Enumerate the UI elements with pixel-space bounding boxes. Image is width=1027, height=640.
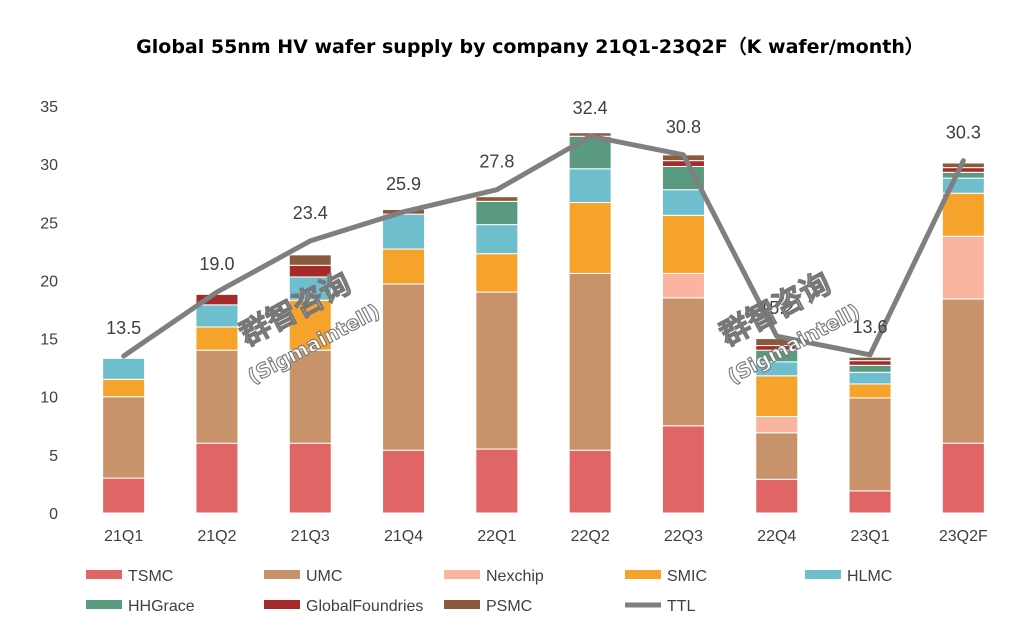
bar-segment-globalfoundries [661,160,705,167]
bar-segment-tsmc [288,442,332,514]
ttl-data-label: 19.0 [199,254,234,274]
legend-label: TTL [667,598,696,615]
bar-segment-umc [755,432,799,480]
legend-label: GlobalFoundries [306,598,423,615]
y-tick-label: 0 [49,506,58,523]
x-tick-label: 22Q1 [477,528,516,545]
bar-segment-umc [195,349,239,444]
bar-segment-hhgrace [941,171,985,179]
bar-segment-hhgrace [848,364,892,373]
y-tick-label: 10 [40,390,58,407]
bar-segment-psmc [475,196,519,202]
x-tick-label: 22Q3 [664,528,703,545]
bar-segment-smic [848,383,892,399]
bar-segment-smic [661,214,705,274]
bar-segment-hlmc [568,168,612,204]
bar-segment-umc [475,291,519,450]
bar-segment-smic [195,326,239,351]
bar-segment-hlmc [102,357,146,380]
bar-segment-globalfoundries [848,360,892,366]
bar-segment-tsmc [848,490,892,514]
bar-segment-tsmc [755,478,799,514]
chart-title: Global 55nm HV wafer supply by company 2… [136,36,924,58]
bar-segment-tsmc [941,442,985,514]
bar-segment-hlmc [195,304,239,328]
bar-segment-smic [755,375,799,417]
x-tick-label: 23Q2F [939,528,988,545]
bar-segment-smic [288,299,332,351]
legend-label: HHGrace [128,598,195,615]
bar-segment-tsmc [568,449,612,514]
bar-segment-umc [848,397,892,492]
bar-segment-tsmc [102,477,146,514]
legend-swatch-smic [625,570,661,579]
bar-segment-smic [475,253,519,293]
bar-segment-smic [568,202,612,274]
x-tick-label: 22Q2 [571,528,610,545]
legend-swatch-psmc [444,600,480,609]
ttl-data-label: 13.5 [106,318,141,338]
legend-swatch-hlmc [805,570,841,579]
bar-segment-hlmc [661,189,705,216]
y-tick-label: 35 [40,99,58,116]
ttl-data-label: 25.9 [386,174,421,194]
ttl-data-label: 13.6 [853,317,888,337]
x-tick-label: 21Q3 [291,528,330,545]
bar-segment-tsmc [475,448,519,514]
legend-swatch-nexchip [444,570,480,579]
bar-segment-hlmc [475,224,519,255]
legend-label: SMIC [667,568,707,585]
bar-segment-hlmc [382,213,426,250]
bar-segment-nexchip [661,272,705,299]
bar-segment-tsmc [195,442,239,514]
bar-segment-nexchip [941,235,985,300]
x-tick-label: 22Q4 [757,528,796,545]
x-tick-label: 21Q2 [197,528,236,545]
bar-segment-tsmc [382,449,426,514]
bar-segment-umc [102,396,146,479]
ttl-data-label: 15.2 [759,298,794,318]
x-tick-label: 23Q1 [850,528,889,545]
ttl-data-label: 30.3 [946,123,981,143]
bar-segment-nexchip [755,415,799,434]
ttl-data-label: 30.8 [666,117,701,137]
bar-segment-umc [941,298,985,444]
bar-segment-umc [288,349,332,444]
ttl-data-label: 32.4 [573,98,608,118]
bar-segment-psmc [848,356,892,362]
x-tick-label: 21Q1 [104,528,143,545]
legend-label: TSMC [128,568,173,585]
ttl-data-label: 23.4 [293,203,328,223]
bar-segment-smic [382,248,426,285]
legend-swatch-hhgrace [86,600,122,609]
bar-segment-hlmc [848,371,892,385]
y-tick-label: 5 [49,448,58,465]
bar-segment-umc [382,283,426,451]
ttl-line [121,133,966,359]
y-tick-label: 30 [40,157,58,174]
legend-label: Nexchip [486,568,544,585]
bar-segment-smic [102,378,146,398]
legend-label: UMC [306,568,342,585]
bar-segment-hhgrace [475,200,519,226]
bar-segment-umc [661,297,705,427]
ttl-data-label: 27.8 [479,152,514,172]
bar-segment-globalfoundries [941,167,985,173]
bar-segment-tsmc [661,425,705,514]
y-tick-label: 20 [40,273,58,290]
legend-swatch-globalfoundries [264,600,300,609]
x-tick-label: 21Q4 [384,528,423,545]
bar-segment-umc [568,272,612,451]
legend-label: PSMC [486,598,532,615]
y-tick-label: 25 [40,215,58,232]
y-tick-label: 15 [40,332,58,349]
bar-segment-psmc [288,254,332,266]
legend-swatch-tsmc [86,570,122,579]
bar-segment-smic [941,192,985,237]
legend-swatch-umc [264,570,300,579]
legend-label: HLMC [847,568,892,585]
